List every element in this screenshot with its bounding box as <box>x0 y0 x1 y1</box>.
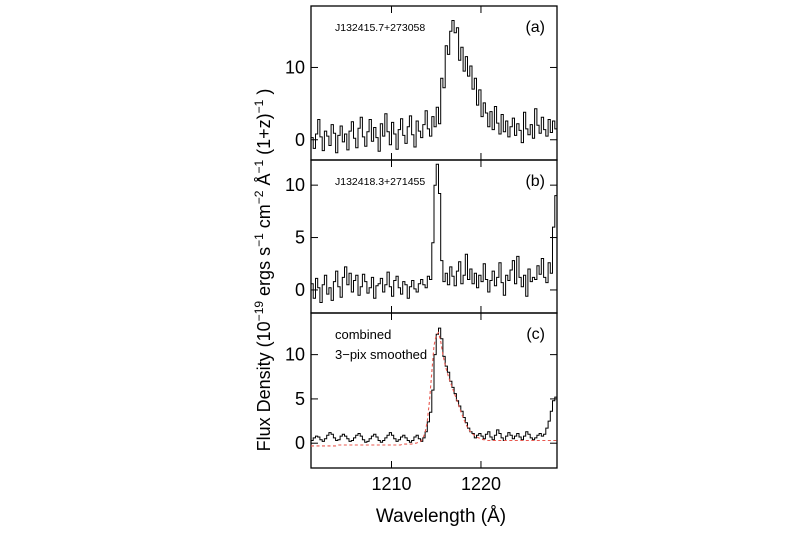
panels: 0 10 (a) J132415.7+273058 0 5 10 (b) J132418.3+2… <box>285 5 558 494</box>
observed-spectrum-line <box>311 163 557 303</box>
panel-note: combined <box>335 327 391 342</box>
y-axis-label: Flux Density (10−19 ergs s−1 cm−2 Å−1 (1… <box>252 89 274 452</box>
panel-c: 1210 1220 0 5 10 (c) combined 3−pix smoothed <box>285 312 558 494</box>
y-tick-label: 10 <box>285 57 305 77</box>
y-tick-label: 10 <box>285 345 305 365</box>
y-tick-label: 5 <box>295 389 305 409</box>
model-series-line <box>311 331 557 447</box>
x-tick-label: 1210 <box>371 474 411 494</box>
object-name: J132418.3+271455 <box>335 176 425 188</box>
x-tick-label: 1220 <box>461 474 501 494</box>
y-tick-label: 10 <box>285 175 305 195</box>
panel-letter: (b) <box>525 173 545 190</box>
observed-spectrum-line <box>311 20 557 154</box>
panel-a: 0 10 (a) J132415.7+273058 <box>285 5 558 161</box>
y-tick-label: 0 <box>295 130 305 150</box>
x-axis-label: Wavelength (Å) <box>376 506 506 527</box>
panel-b: 0 5 10 (b) J132418.3+271455 <box>285 159 558 314</box>
panel-letter: (a) <box>525 19 545 36</box>
object-name: J132415.7+273058 <box>335 22 425 34</box>
y-tick-label: 0 <box>295 280 305 300</box>
panel-letter: (c) <box>526 326 545 343</box>
y-tick-label: 5 <box>295 228 305 248</box>
panel-note: 3−pix smoothed <box>335 347 427 362</box>
observed-spectrum-line <box>311 327 557 443</box>
panel-frame <box>310 312 558 469</box>
y-tick-label: 0 <box>295 433 305 453</box>
